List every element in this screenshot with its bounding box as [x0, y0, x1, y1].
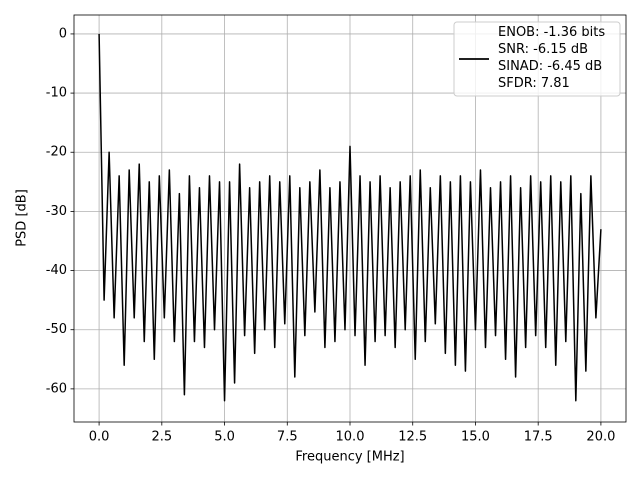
data-line: [98, 33, 602, 402]
y-tick-label: 0: [59, 26, 67, 41]
x-tick-label: 15.0: [461, 430, 490, 445]
x-tick-label: 12.5: [398, 430, 427, 445]
y-tick-label: -60: [46, 381, 67, 396]
legend-box: [453, 21, 621, 97]
x-tick-label: 20.0: [586, 430, 615, 445]
y-tick-label: -30: [46, 204, 67, 219]
x-tick-label: 0.0: [89, 430, 110, 445]
x-axis-label: Frequency [MHz]: [295, 450, 404, 465]
legend-label: ENOB: -1.36 bits SNR: -6.15 dB SINAD: -6…: [498, 25, 606, 91]
x-tick-label: 5.0: [214, 430, 235, 445]
x-tick-label: 2.5: [151, 430, 172, 445]
x-tick-label: 10.0: [336, 430, 365, 445]
plot-frame: [73, 14, 627, 423]
y-tick-label: -50: [46, 322, 67, 337]
legend: [453, 21, 621, 97]
y-tick-label: -20: [46, 145, 67, 160]
y-tick-label: -40: [46, 263, 67, 278]
y-axis-label: PSD [dB]: [15, 189, 30, 247]
x-tick-label: 7.5: [277, 430, 298, 445]
y-tick-label: -10: [46, 86, 67, 101]
x-tick-label: 17.5: [524, 430, 553, 445]
